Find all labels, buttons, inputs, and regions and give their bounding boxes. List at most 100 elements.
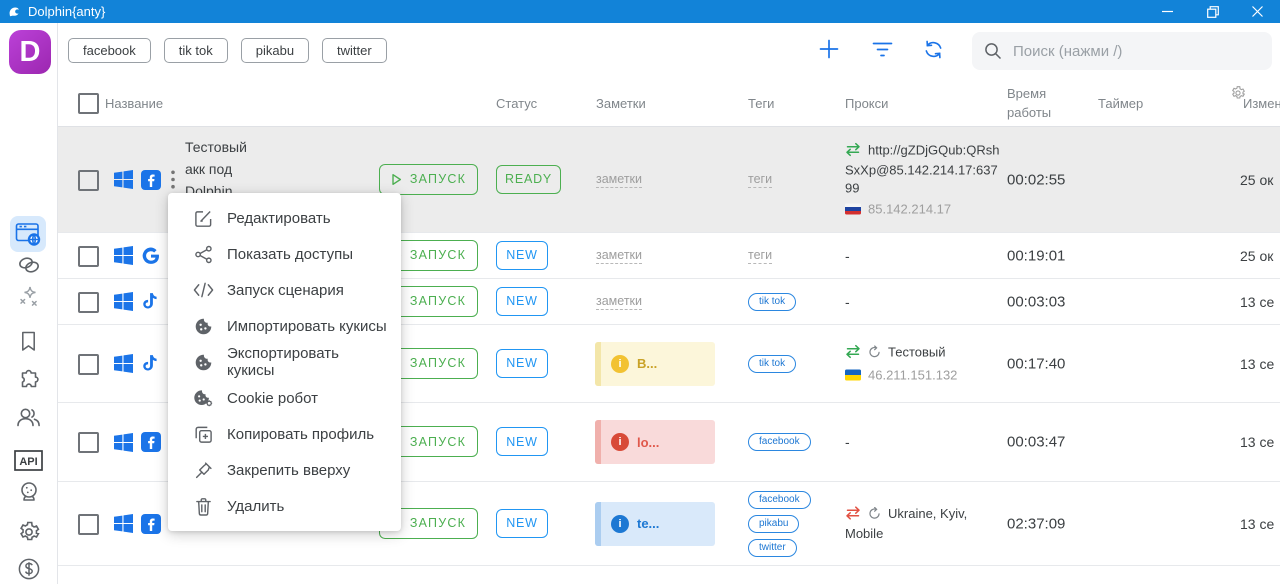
tag-pill[interactable]: pikabu: [748, 514, 800, 533]
notes-placeholder[interactable]: заметки: [596, 293, 642, 310]
minimize-button[interactable]: [1145, 0, 1190, 23]
proxy-cell[interactable]: http://gZDjGQub:QRshSxXp@85.142.214.17:6…: [845, 141, 1003, 218]
content: facebook tik tok pikabu twitter Название Ст…: [57, 23, 1280, 584]
windows-icon: [114, 127, 133, 232]
tags-placeholder[interactable]: теги: [748, 171, 773, 188]
tag-filter-pikabu[interactable]: pikabu: [240, 38, 310, 63]
automation-icon: [17, 285, 41, 309]
notes-placeholder[interactable]: заметки: [596, 171, 642, 188]
titlebar: Dolphin{anty}: [0, 0, 1280, 23]
proxy-cell[interactable]: Тестовый 46.211.151.132: [845, 343, 1003, 384]
sidebar-item-extensions[interactable]: [0, 368, 57, 392]
tag-filter-facebook[interactable]: facebook: [68, 38, 151, 63]
row-checkbox[interactable]: [78, 169, 99, 191]
sidebar-item-automation[interactable]: [0, 285, 57, 309]
tag-list: facebook pikabu twitter: [748, 490, 811, 557]
changed-value: 25 ок: [1240, 247, 1274, 264]
tags-placeholder[interactable]: теги: [748, 247, 773, 264]
note-text: lo...: [637, 434, 660, 450]
status-badge[interactable]: READY: [496, 164, 562, 194]
status-badge[interactable]: NEW: [496, 240, 548, 270]
copy-plus-icon: [192, 425, 214, 444]
svg-text:API: API: [19, 456, 37, 468]
header-name: Название: [105, 95, 164, 111]
refresh-icon[interactable]: [923, 39, 944, 60]
menu-item-закрепить-вверху[interactable]: Закрепить вверху: [168, 452, 401, 488]
launch-label: ЗАПУСК: [409, 516, 467, 530]
columns-settings-icon[interactable]: [1230, 85, 1246, 101]
sidebar-item-team[interactable]: [0, 405, 57, 429]
sidebar-item-settings[interactable]: [0, 520, 57, 544]
window-title: Dolphin{anty}: [28, 4, 106, 19]
menu-item-показать-доступы[interactable]: Показать доступы: [168, 236, 401, 272]
note-text: В...: [637, 356, 658, 371]
row-checkbox[interactable]: [78, 245, 99, 267]
note-stripe: [595, 501, 601, 546]
menu-item-запуск-сценария[interactable]: Запуск сценария: [168, 272, 401, 308]
tag-pill[interactable]: facebook: [748, 433, 811, 451]
header-tags: Теги: [748, 95, 775, 111]
row-checkbox[interactable]: [78, 432, 99, 453]
menu-item-редактировать[interactable]: Редактировать: [168, 200, 401, 236]
close-button[interactable]: [1235, 0, 1280, 23]
windows-icon: [114, 325, 133, 402]
header-notes: Заметки: [596, 95, 646, 111]
sidebar-item-profiles[interactable]: [10, 216, 46, 252]
tag-filter-twitter[interactable]: twitter: [322, 38, 387, 63]
retry-icon[interactable]: [868, 344, 881, 363]
launch-label: ЗАПУСК: [409, 356, 467, 370]
filter-icon[interactable]: [872, 42, 893, 57]
menu-item-cookie-робот[interactable]: Cookie робот: [168, 380, 401, 416]
tag-pill[interactable]: tik tok: [748, 292, 797, 311]
search-box[interactable]: [972, 32, 1272, 70]
info-icon: i: [611, 433, 629, 451]
proxy-name: Ukraine, Kyiv, Mobile: [845, 505, 968, 541]
tag-pill[interactable]: twitter: [748, 538, 797, 557]
row-menu-button[interactable]: [171, 127, 175, 232]
launch-button[interactable]: ЗАПУСК: [379, 163, 478, 195]
tiktok-icon: [141, 279, 158, 324]
row-checkbox[interactable]: [78, 513, 99, 535]
proxy-cell[interactable]: Ukraine, Kyiv, Mobile: [845, 505, 1003, 543]
tag-filter-tik-tok[interactable]: tik tok: [163, 38, 228, 63]
sidebar-item-proxy[interactable]: [0, 253, 57, 277]
note-box[interactable]: i lo...: [595, 420, 715, 464]
row-checkbox[interactable]: [78, 353, 99, 375]
windows-icon: [114, 482, 133, 565]
worktime-value: 00:02:55: [1007, 171, 1066, 188]
worktime-value: 00:17:40: [1007, 355, 1066, 372]
add-profile-button[interactable]: [819, 39, 839, 59]
status-badge[interactable]: NEW: [496, 427, 548, 456]
status-badge[interactable]: NEW: [496, 286, 548, 316]
proxy-ip: 85.142.214.17: [868, 201, 952, 216]
menu-item-label: Экспортировать кукисы: [227, 345, 339, 379]
launch-label: ЗАПУСК: [409, 248, 467, 262]
changed-value: 13 се: [1240, 355, 1275, 372]
note-box[interactable]: i te...: [595, 501, 715, 546]
tag-pill[interactable]: facebook: [748, 490, 811, 509]
menu-item-удалить[interactable]: Удалить: [168, 488, 401, 524]
status-badge[interactable]: NEW: [496, 508, 548, 538]
tag-pill[interactable]: tik tok: [748, 354, 797, 373]
select-all-checkbox[interactable]: [78, 93, 99, 114]
sidebar-item-subscription[interactable]: [0, 557, 57, 581]
restore-button[interactable]: [1190, 0, 1235, 23]
support-icon: [17, 480, 41, 504]
note-box[interactable]: i В...: [595, 341, 715, 386]
menu-item-копировать-профиль[interactable]: Копировать профиль: [168, 416, 401, 452]
facebook-icon: [141, 482, 161, 565]
status-badge[interactable]: NEW: [496, 348, 548, 378]
menu-item-label: Показать доступы: [227, 245, 353, 263]
search-input[interactable]: [1011, 41, 1260, 61]
sidebar-item-bookmarks[interactable]: [0, 330, 57, 353]
row-checkbox[interactable]: [78, 291, 99, 313]
menu-item-импортировать-кукисы[interactable]: Импортировать кукисы: [168, 308, 401, 344]
cookie-icon: [192, 353, 214, 372]
notes-placeholder[interactable]: заметки: [596, 247, 642, 264]
sidebar-item-api[interactable]: API: [0, 450, 57, 471]
play-icon: [391, 173, 402, 186]
facebook-icon: [141, 403, 161, 481]
sidebar-item-support[interactable]: [0, 480, 57, 504]
retry-icon[interactable]: [868, 506, 881, 525]
menu-item-экспортировать-кукисы[interactable]: Экспортировать кукисы: [168, 344, 401, 380]
